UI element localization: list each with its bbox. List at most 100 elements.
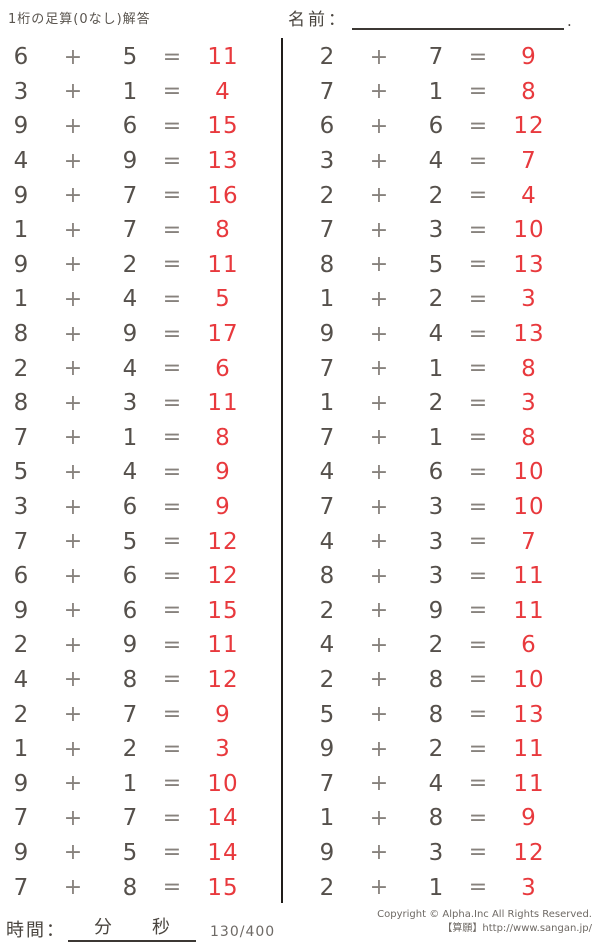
equals-sign: =	[468, 321, 488, 347]
answer: 13	[513, 321, 545, 348]
problem-row: 1 +2 = 3	[310, 386, 580, 421]
problems-column-left: 6 +5 = 11 3 +1 = 4 9 +6 = 15 4 +9 = 13 9 +7 = 16 1 +7 = 8 9 +2 = 11…	[4, 40, 274, 905]
problem-row: 8 +9 = 17	[4, 317, 274, 352]
operand-a: 8	[13, 321, 29, 348]
answer: 8	[521, 424, 537, 451]
problem-row: 1 +4 = 5	[4, 282, 274, 317]
operand-b: 6	[428, 113, 444, 140]
equals-sign: =	[468, 702, 488, 728]
problem-row: 7 +3 = 10	[310, 213, 580, 248]
plus-icon: +	[63, 79, 83, 105]
equals-sign: =	[162, 286, 182, 312]
minutes-label: 分	[94, 917, 112, 938]
operand-a: 2	[13, 632, 29, 659]
operand-a: 9	[13, 251, 29, 278]
answer: 11	[513, 736, 545, 763]
operand-b: 1	[122, 770, 138, 797]
operand-a: 5	[319, 701, 335, 728]
equals-sign: =	[162, 563, 182, 589]
answer: 9	[215, 494, 231, 521]
operand-b: 3	[428, 563, 444, 590]
answer: 8	[215, 424, 231, 451]
operand-a: 9	[319, 736, 335, 763]
plus-icon: +	[63, 286, 83, 312]
name-line-period: .	[567, 12, 572, 30]
answer: 10	[513, 494, 545, 521]
plus-icon: +	[369, 632, 389, 658]
time-input-line: 分 秒	[68, 913, 196, 942]
problem-row: 6 +5 = 11	[4, 40, 274, 75]
plus-icon: +	[63, 805, 83, 831]
operand-a: 5	[13, 459, 29, 486]
problem-row: 4 +9 = 13	[4, 144, 274, 179]
worksheet-title: 1桁の足算(0なし)解答	[8, 12, 151, 27]
operand-a: 9	[13, 113, 29, 140]
operand-b: 8	[428, 701, 444, 728]
equals-sign: =	[468, 632, 488, 658]
plus-icon: +	[369, 148, 389, 174]
plus-icon: +	[369, 805, 389, 831]
operand-a: 1	[319, 805, 335, 832]
problem-row: 2 +2 = 4	[310, 178, 580, 213]
operand-a: 3	[13, 78, 29, 105]
operand-a: 2	[319, 666, 335, 693]
answer: 13	[207, 148, 239, 175]
problem-row: 7 +4 = 11	[310, 766, 580, 801]
answer: 11	[513, 597, 545, 624]
operand-b: 4	[122, 459, 138, 486]
answer: 15	[207, 874, 239, 901]
operand-b: 8	[122, 666, 138, 693]
answer: 13	[513, 701, 545, 728]
answer: 4	[521, 182, 537, 209]
operand-b: 3	[428, 839, 444, 866]
operand-a: 1	[13, 217, 29, 244]
operand-b: 1	[428, 874, 444, 901]
plus-icon: +	[63, 702, 83, 728]
answer: 7	[521, 148, 537, 175]
plus-icon: +	[369, 667, 389, 693]
plus-icon: +	[63, 252, 83, 278]
equals-sign: =	[162, 217, 182, 243]
equals-sign: =	[468, 286, 488, 312]
equals-sign: =	[162, 425, 182, 451]
equals-sign: =	[468, 771, 488, 797]
answer: 11	[207, 44, 239, 71]
problem-row: 7 +3 = 10	[310, 490, 580, 525]
name-input-line	[352, 8, 564, 30]
operand-a: 7	[13, 528, 29, 555]
operand-a: 9	[13, 839, 29, 866]
answer: 14	[207, 839, 239, 866]
plus-icon: +	[63, 667, 83, 693]
equals-sign: =	[162, 805, 182, 831]
operand-a: 7	[319, 494, 335, 521]
operand-a: 4	[319, 459, 335, 486]
answer: 9	[215, 701, 231, 728]
plus-icon: +	[63, 425, 83, 451]
operand-b: 6	[122, 597, 138, 624]
equals-sign: =	[468, 44, 488, 70]
plus-icon: +	[369, 771, 389, 797]
problem-row: 8 +5 = 13	[310, 248, 580, 283]
problem-row: 6 +6 = 12	[4, 559, 274, 594]
operand-a: 3	[319, 148, 335, 175]
problem-row: 4 +6 = 10	[310, 455, 580, 490]
equals-sign: =	[468, 563, 488, 589]
problem-row: 1 +2 = 3	[310, 282, 580, 317]
problem-row: 2 +8 = 10	[310, 663, 580, 698]
plus-icon: +	[369, 252, 389, 278]
operand-b: 9	[122, 321, 138, 348]
operand-b: 8	[428, 666, 444, 693]
answer: 12	[207, 666, 239, 693]
copyright: Copyright © Alpha.Inc All Rights Reserve…	[377, 908, 592, 936]
operand-b: 1	[122, 78, 138, 105]
seconds-label: 秒	[152, 917, 170, 938]
problem-row: 4 +2 = 6	[310, 628, 580, 663]
problem-row: 9 +6 = 15	[4, 109, 274, 144]
plus-icon: +	[63, 113, 83, 139]
operand-a: 8	[319, 563, 335, 590]
equals-sign: =	[468, 667, 488, 693]
operand-b: 6	[122, 563, 138, 590]
operand-a: 6	[13, 44, 29, 71]
operand-b: 8	[428, 805, 444, 832]
operand-a: 9	[319, 321, 335, 348]
